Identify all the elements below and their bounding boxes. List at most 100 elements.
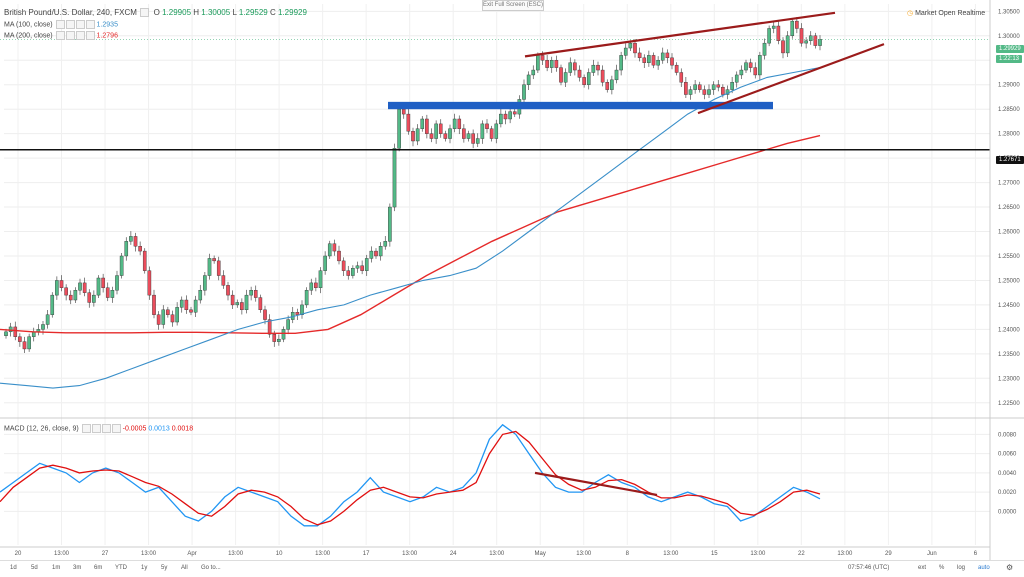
range-6m[interactable]: 6m bbox=[94, 565, 103, 571]
range-1y[interactable]: 1y bbox=[141, 565, 148, 571]
candle-body bbox=[600, 69, 605, 83]
log-toggle[interactable]: log bbox=[957, 565, 966, 571]
price-tick-label: 1.25500 bbox=[998, 254, 1020, 260]
candle-body bbox=[304, 290, 309, 306]
gear-icon[interactable]: ⚙ bbox=[1006, 563, 1014, 572]
candle-body bbox=[18, 336, 22, 342]
candle-body bbox=[193, 299, 198, 313]
candle-body bbox=[360, 265, 364, 271]
candle-body bbox=[166, 309, 170, 315]
close-icon[interactable] bbox=[75, 20, 85, 29]
time-tick-label: 13:00 bbox=[315, 551, 331, 557]
eye-icon[interactable] bbox=[81, 424, 91, 433]
candle-body bbox=[651, 55, 656, 66]
range-all[interactable]: All bbox=[181, 565, 188, 571]
candle-body bbox=[147, 270, 152, 296]
more-icon[interactable] bbox=[85, 31, 95, 40]
ohlc-l-value: 1.29529 bbox=[238, 8, 268, 17]
candle-body bbox=[471, 133, 475, 144]
candle-body bbox=[318, 270, 323, 288]
more-icon[interactable] bbox=[85, 20, 95, 29]
candle-body bbox=[374, 250, 378, 257]
candle-body bbox=[129, 236, 133, 242]
candle-body bbox=[124, 241, 129, 257]
hline-price-pill: 1.27671 bbox=[996, 156, 1024, 164]
candle-body bbox=[702, 89, 707, 95]
candle-body bbox=[64, 287, 68, 296]
time-tick-label: 13:00 bbox=[228, 551, 244, 557]
range-5y[interactable]: 5y bbox=[161, 565, 168, 571]
upper-trendline bbox=[524, 11, 836, 58]
realtime-label: Realtime bbox=[957, 10, 986, 17]
ma100-legend[interactable]: MA (100, close) 1.2935 bbox=[4, 20, 118, 29]
time-tick-label: 13:00 bbox=[837, 551, 853, 557]
close-icon[interactable] bbox=[75, 31, 85, 40]
candle-body bbox=[818, 39, 822, 46]
candle-body bbox=[508, 111, 512, 120]
candle-body bbox=[244, 294, 249, 311]
eye-icon[interactable] bbox=[55, 31, 65, 40]
candle-body bbox=[249, 290, 253, 296]
candle-body bbox=[767, 28, 771, 44]
candle-body bbox=[221, 275, 226, 286]
chart-header: British Pound/U.S. Dollar, 240, FXCM O 1… bbox=[4, 8, 307, 18]
eye-icon[interactable] bbox=[55, 20, 65, 29]
range-3m[interactable]: 3m bbox=[73, 565, 82, 571]
time-tick-label: 15 bbox=[711, 551, 718, 557]
goto-button[interactable]: Go to... bbox=[201, 565, 221, 571]
candle-body bbox=[68, 294, 73, 301]
percent-toggle[interactable]: % bbox=[939, 565, 945, 571]
auto-toggle[interactable]: auto bbox=[978, 565, 990, 571]
candle-body bbox=[429, 133, 434, 139]
macd-value-2: 0.0013 bbox=[148, 425, 170, 433]
candle-body bbox=[536, 55, 540, 71]
candle-body bbox=[401, 108, 406, 115]
candle-body bbox=[216, 260, 221, 276]
candle-body bbox=[665, 52, 670, 59]
candle-body bbox=[489, 128, 494, 139]
price-tick-label: 1.25000 bbox=[998, 278, 1020, 284]
candle-body bbox=[277, 338, 281, 342]
candle-body bbox=[152, 294, 156, 315]
candle-body bbox=[545, 60, 549, 68]
candle-body bbox=[411, 131, 415, 142]
settings-icon[interactable] bbox=[91, 424, 101, 433]
candle-body bbox=[623, 47, 628, 56]
candle-body bbox=[198, 290, 203, 301]
range-1m[interactable]: 1m bbox=[52, 565, 61, 571]
ma200-legend[interactable]: MA (200, close) 1.2796 bbox=[4, 31, 118, 40]
settings-icon[interactable] bbox=[140, 8, 150, 18]
macd-legend[interactable]: MACD (12, 26, close, 9) -0.0005 0.0013 0… bbox=[4, 424, 193, 433]
candle-body bbox=[240, 302, 244, 311]
range-ytd[interactable]: YTD bbox=[115, 565, 127, 571]
exit-fullscreen-button[interactable]: Exit Full Screen (ESC) bbox=[482, 0, 544, 11]
candle-body bbox=[512, 111, 517, 115]
candle-body bbox=[175, 307, 179, 323]
candle-body bbox=[670, 57, 674, 66]
ext-toggle[interactable]: ext bbox=[918, 565, 927, 571]
close-icon[interactable] bbox=[101, 424, 111, 433]
candle-body bbox=[184, 299, 189, 311]
candle-body bbox=[323, 255, 327, 271]
candle-body bbox=[462, 128, 466, 139]
range-5d[interactable]: 5d bbox=[31, 565, 38, 571]
candle-body bbox=[45, 314, 50, 325]
support-zone-box bbox=[388, 101, 773, 110]
candle-body bbox=[295, 312, 300, 315]
candle-body bbox=[739, 69, 744, 76]
candle-body bbox=[4, 331, 8, 336]
candle-body bbox=[226, 285, 230, 296]
market-status: ◷ Market Open Realtime bbox=[907, 9, 985, 17]
time-tick-label: 24 bbox=[450, 551, 457, 557]
time-tick-label: 27 bbox=[102, 551, 109, 557]
candle-body bbox=[341, 260, 346, 271]
more-icon[interactable] bbox=[111, 424, 121, 433]
candle-body bbox=[355, 265, 360, 269]
settings-icon[interactable] bbox=[65, 20, 75, 29]
range-1d[interactable]: 1d bbox=[10, 565, 17, 571]
candle-body bbox=[101, 277, 105, 288]
candle-body bbox=[337, 250, 341, 262]
settings-icon[interactable] bbox=[65, 31, 75, 40]
ma200-label: MA (200, close) bbox=[4, 32, 53, 40]
